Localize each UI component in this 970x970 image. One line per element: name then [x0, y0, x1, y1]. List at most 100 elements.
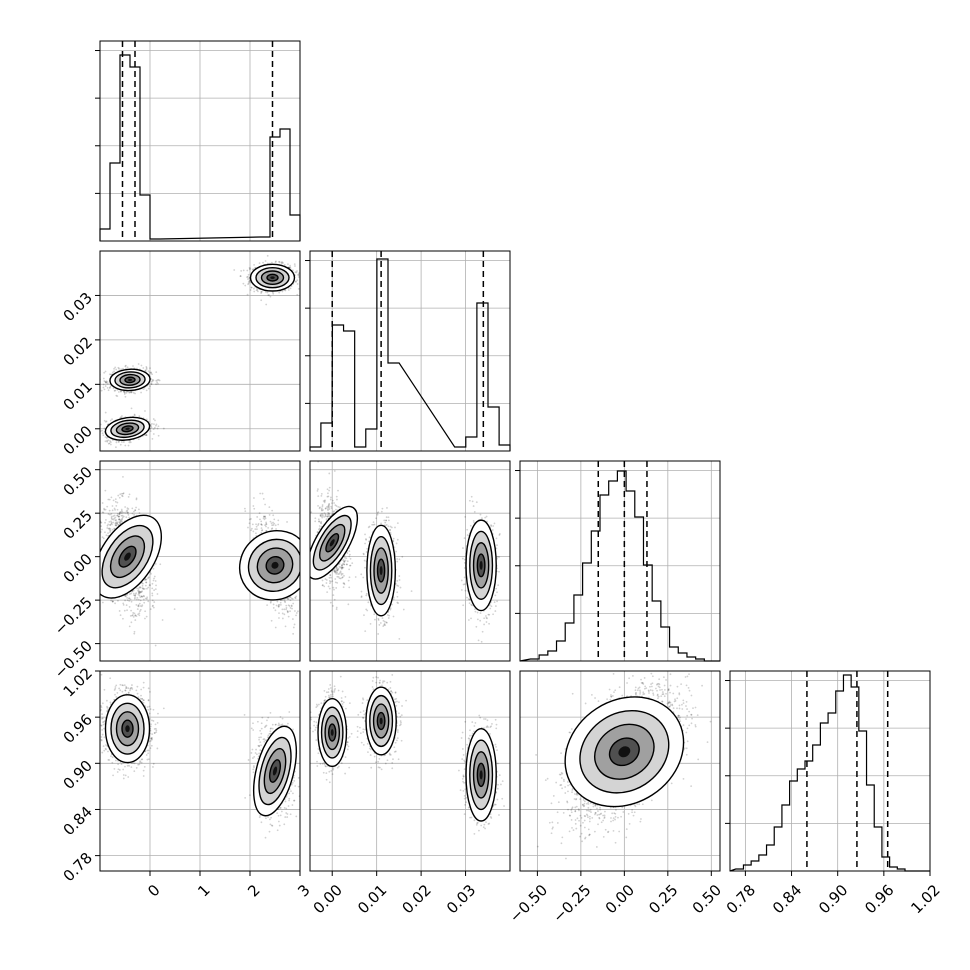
sample-point — [265, 525, 267, 528]
sample-point — [161, 619, 164, 621]
sample-point — [134, 594, 137, 597]
sample-point — [134, 594, 137, 597]
sample-point — [120, 368, 122, 371]
sample-point — [272, 521, 274, 524]
sample-point — [101, 432, 104, 435]
sample-point — [129, 598, 132, 601]
sample-point — [132, 391, 135, 394]
sample-point — [134, 593, 137, 596]
sample-point — [145, 367, 148, 369]
sample-point — [157, 382, 159, 385]
sample-point — [156, 379, 159, 381]
sample-point — [270, 619, 273, 622]
sample-point — [104, 508, 107, 511]
sample-point — [128, 597, 131, 600]
sample-point — [145, 389, 148, 392]
sample-point — [144, 610, 147, 613]
sample-point — [151, 587, 154, 590]
sample-point — [255, 289, 258, 292]
sample-point — [272, 524, 275, 526]
sample-point — [104, 531, 106, 534]
sample-point — [250, 286, 253, 289]
sample-point — [120, 441, 123, 443]
sample-point — [107, 442, 110, 445]
sample-point — [127, 495, 130, 498]
sample-point — [155, 584, 157, 587]
sample-point — [106, 527, 109, 529]
sample-point — [278, 617, 280, 619]
sample-point — [153, 426, 156, 429]
sample-point — [116, 523, 119, 526]
sample-point — [274, 261, 277, 264]
sample-point — [121, 415, 123, 417]
sample-point — [110, 517, 113, 519]
sample-point — [148, 371, 151, 374]
sample-point — [134, 596, 136, 599]
sample-point — [113, 507, 116, 510]
sample-point — [130, 407, 133, 410]
sample-point — [278, 291, 281, 294]
sample-point — [250, 529, 253, 532]
sample-point — [246, 275, 249, 278]
sample-point — [149, 367, 151, 370]
sample-point — [120, 520, 122, 523]
sample-point — [253, 507, 256, 510]
sample-point — [134, 614, 137, 617]
sample-point — [289, 266, 291, 269]
sample-point — [107, 534, 110, 537]
sample-point — [102, 511, 105, 514]
sample-point — [247, 282, 250, 285]
sample-point — [291, 598, 294, 600]
sample-point — [250, 527, 253, 530]
sample-point — [145, 615, 148, 618]
sample-point — [131, 390, 133, 393]
sample-point — [296, 293, 299, 296]
sample-point — [102, 537, 105, 540]
sample-point — [268, 514, 271, 516]
sample-point — [285, 608, 287, 611]
sample-point — [151, 373, 153, 376]
sample-point — [252, 505, 255, 507]
sample-point — [264, 260, 267, 262]
sample-point — [289, 610, 291, 613]
sample-point — [120, 514, 123, 517]
sample-point — [122, 617, 124, 620]
sample-point — [252, 287, 255, 290]
sample-point — [144, 579, 146, 582]
sample-point — [247, 280, 250, 283]
sample-point — [110, 513, 113, 515]
sample-point — [151, 605, 154, 608]
sample-point — [144, 597, 147, 600]
sample-point — [277, 605, 280, 608]
sample-point — [138, 590, 141, 593]
sample-point — [147, 586, 150, 589]
sample-point — [116, 522, 119, 524]
sample-point — [133, 414, 136, 417]
sample-point — [110, 496, 113, 499]
sample-point — [132, 612, 135, 614]
sample-point — [134, 392, 136, 395]
sample-point — [121, 516, 124, 519]
sample-point — [114, 519, 117, 522]
sample-point — [157, 434, 160, 437]
sample-point — [133, 594, 135, 597]
sample-point — [154, 644, 157, 647]
sample-point — [152, 604, 154, 607]
sample-point — [135, 497, 138, 500]
sample-point — [115, 368, 118, 371]
sample-point — [296, 270, 298, 272]
sample-point — [140, 605, 143, 608]
sample-point — [150, 426, 153, 429]
sample-point — [281, 617, 284, 620]
sample-point — [114, 516, 117, 519]
sample-point — [138, 592, 140, 594]
sample-point — [131, 512, 134, 515]
sample-point — [132, 614, 134, 616]
sample-point — [103, 427, 106, 430]
sample-point — [268, 294, 270, 297]
sample-point — [152, 567, 155, 570]
sample-point — [260, 531, 263, 534]
sample-point — [145, 581, 148, 584]
sample-point — [118, 610, 121, 612]
sample-point — [239, 275, 242, 278]
